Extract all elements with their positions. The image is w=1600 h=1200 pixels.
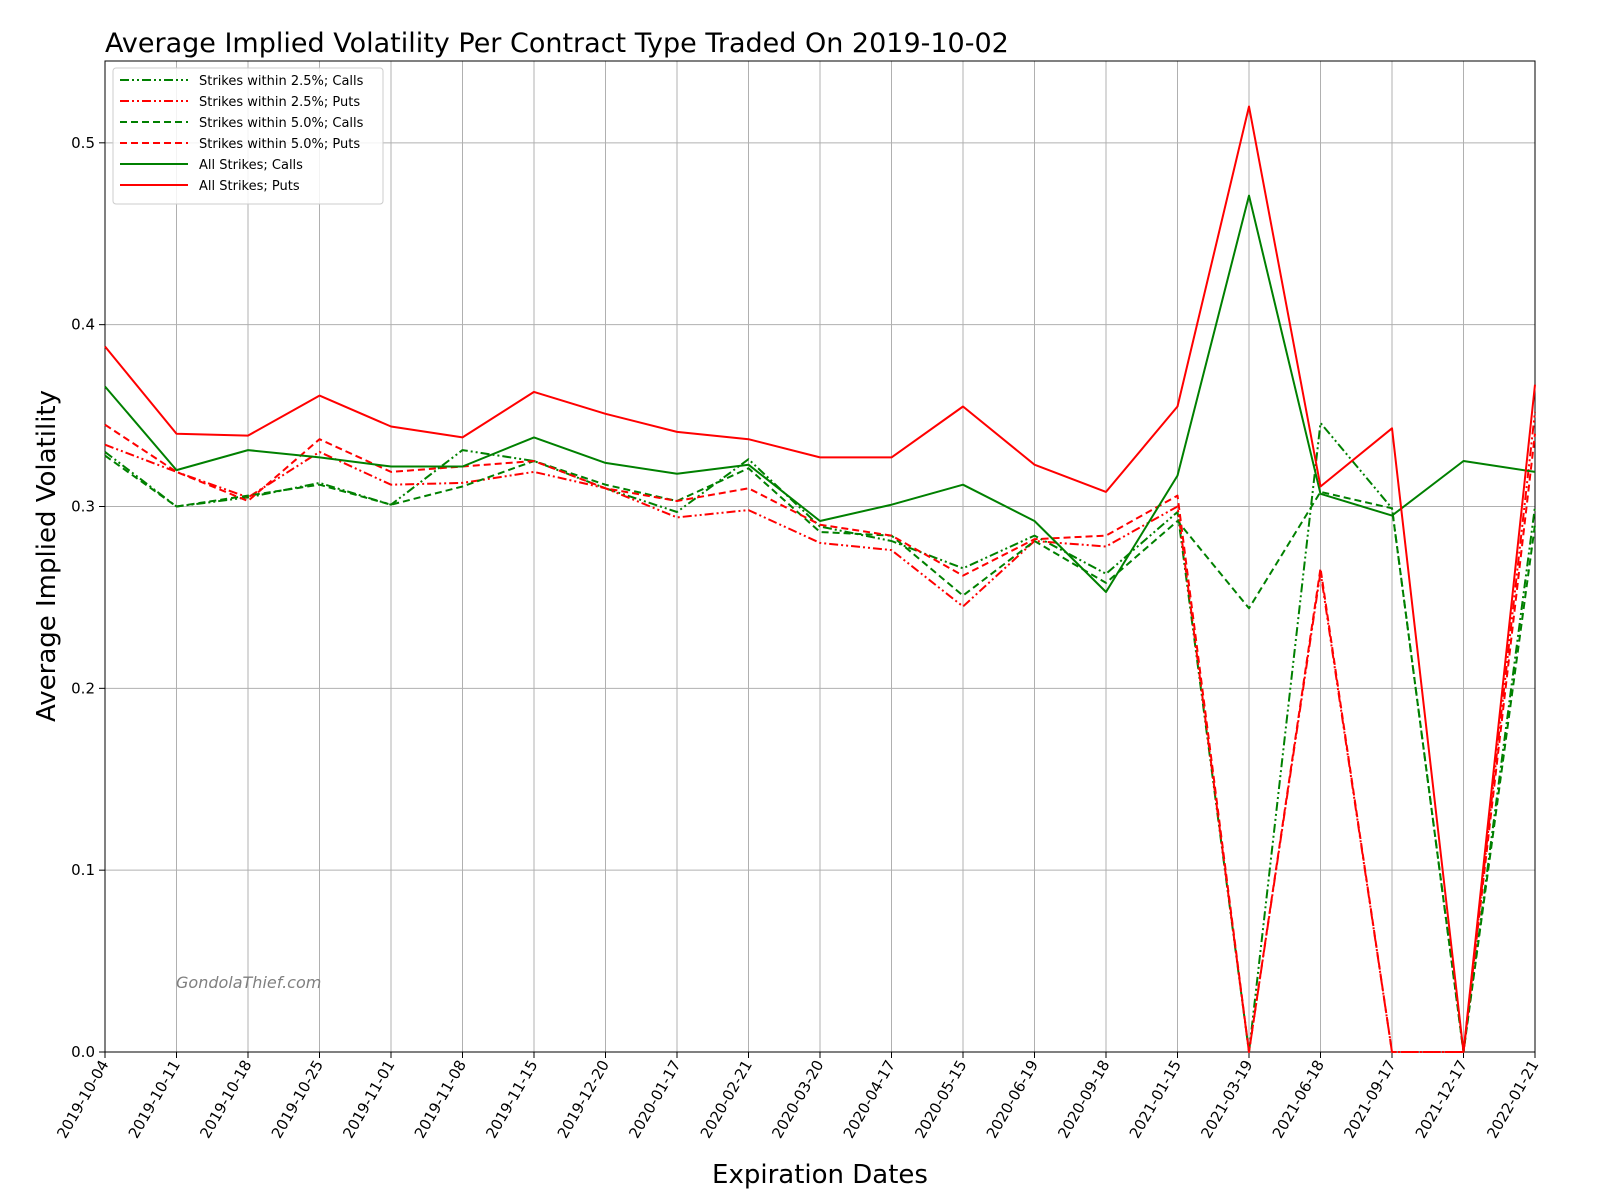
x-tick-label: 2021-06-18 (1269, 1057, 1328, 1142)
x-tick-label: 2020-02-21 (697, 1057, 756, 1142)
y-axis: 0.0 0.1 0.2 0.3 0.4 0.5 (71, 134, 105, 1061)
series-line-2 (104, 411, 1536, 1053)
x-tick-label: 2020-01-17 (625, 1057, 684, 1142)
y-tick-label: 0.3 (71, 497, 95, 515)
x-tick-label: 2019-11-15 (482, 1057, 541, 1142)
legend-box (112, 67, 384, 205)
x-tick-label: 2021-12-17 (1412, 1057, 1471, 1142)
x-axis-label: Expiration Dates (712, 1160, 928, 1190)
x-tick-label: 2020-06-19 (983, 1057, 1042, 1142)
y-tick-label: 0.2 (71, 679, 95, 697)
y-tick-label: 0.5 (71, 134, 95, 152)
legend-entry: Strikes within 5.0%; Puts (199, 137, 360, 152)
y-tick-label: 0.0 (71, 1043, 95, 1061)
watermark: GondolaThief.com (176, 973, 321, 992)
y-axis-label: Average Implied Volatility (32, 390, 62, 722)
x-tick-label: 2020-03-20 (768, 1057, 827, 1142)
x-tick-label: 2021-01-15 (1126, 1057, 1185, 1142)
x-tick-label: 2022-01-21 (1483, 1057, 1542, 1142)
legend-entry: Strikes within 2.5%; Puts (199, 95, 360, 110)
y-tick-label: 0.4 (71, 316, 95, 334)
grid (104, 61, 1536, 1053)
x-tick-label: 2019-10-11 (125, 1057, 184, 1142)
x-tick-label: 2019-10-04 (53, 1057, 112, 1142)
x-tick-label: 2021-03-19 (1197, 1057, 1256, 1142)
x-tick-label: 2019-10-25 (268, 1057, 327, 1142)
series-line-5 (104, 194, 1536, 593)
chart-title: Average Implied Volatility Per Contract … (105, 28, 1009, 59)
x-tick-label: 2020-04-17 (840, 1057, 899, 1142)
series-lines (104, 105, 1536, 1053)
x-tick-label: 2019-12-20 (554, 1057, 613, 1142)
x-tick-label: 2019-11-01 (339, 1057, 398, 1142)
series-line-4 (104, 423, 1536, 1053)
series-line-1 (104, 421, 1536, 1053)
x-tick-label: 2019-11-08 (411, 1057, 470, 1142)
legend-entry: Strikes within 2.5%; Calls (199, 74, 364, 89)
x-tick-label: 2021-09-17 (1340, 1057, 1399, 1142)
series-line-6 (104, 105, 1536, 1053)
legend-entry: All Strikes; Calls (199, 158, 303, 173)
series-line-3 (104, 454, 1536, 1053)
legend: Strikes within 2.5%; Calls Strikes within… (112, 67, 384, 205)
legend-entry: Strikes within 5.0%; Calls (199, 116, 364, 131)
x-axis: 2019-10-04 2019-10-11 2019-10-18 2019-10-25… (53, 1052, 1542, 1142)
legend-entry: All Strikes; Puts (199, 179, 300, 194)
y-tick-label: 0.1 (71, 861, 95, 879)
x-tick-label: 2020-09-18 (1054, 1057, 1113, 1142)
x-tick-label: 2019-10-18 (196, 1057, 255, 1142)
x-tick-label: 2020-05-15 (911, 1057, 970, 1142)
